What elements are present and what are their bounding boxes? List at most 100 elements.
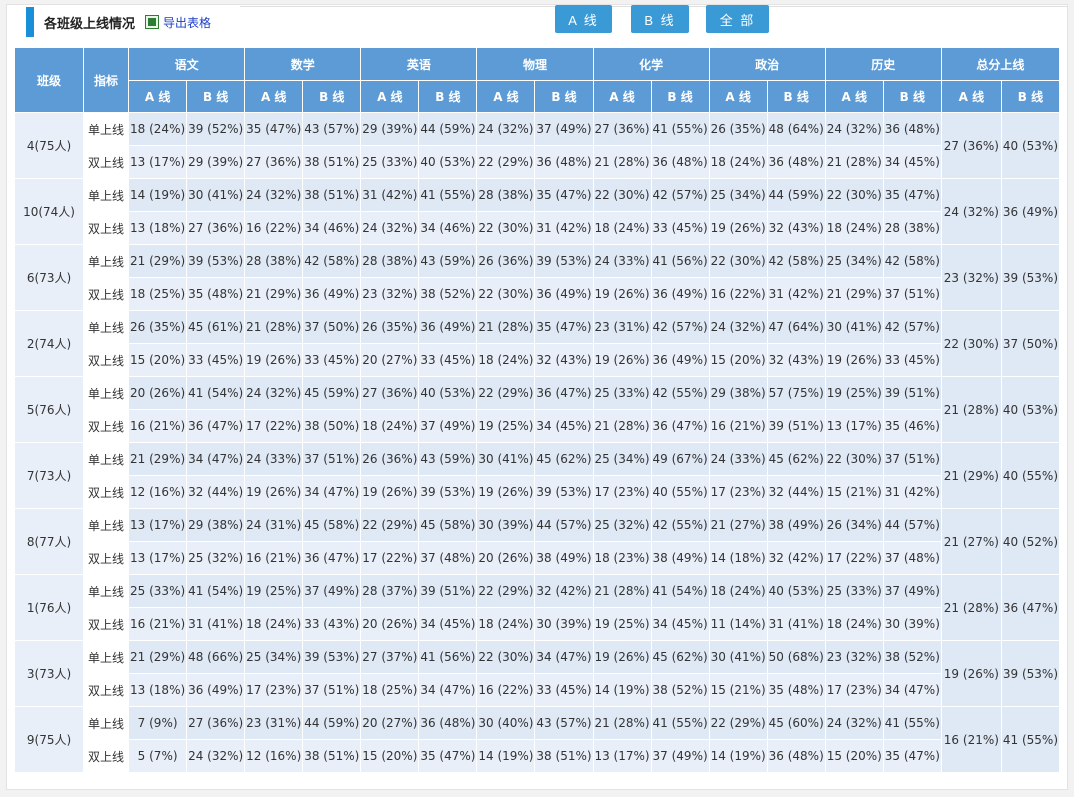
data-cell: 25 (33%) xyxy=(592,376,652,410)
data-cell: 22 (29%) xyxy=(476,376,536,410)
data-cell: 38 (51%) xyxy=(302,178,362,212)
data-cell: 30 (41%) xyxy=(186,178,246,212)
data-cell: 38 (52%) xyxy=(650,673,710,707)
b-line-button[interactable]: B 线 xyxy=(631,5,689,33)
data-cell: 24 (32%) xyxy=(708,310,768,344)
indicator-single: 单上线 xyxy=(83,244,130,278)
header-subject: 历史 xyxy=(824,47,942,81)
class-name-cell: 2(74人) xyxy=(13,310,85,377)
all-button[interactable]: 全 部 xyxy=(706,5,769,33)
table-row-double: 双上线 5 (7%) 24 (32%) 12 (16%) 38 (51%) 15 (20%… xyxy=(15,739,1060,773)
data-cell: 34 (46%) xyxy=(302,211,362,245)
indicator-single: 单上线 xyxy=(83,376,130,410)
total-a-cell: 19 (26%) xyxy=(940,640,1002,707)
data-cell: 27 (36%) xyxy=(360,376,420,410)
class-name-cell: 6(73人) xyxy=(13,244,85,311)
data-cell: 42 (55%) xyxy=(650,508,710,542)
data-cell: 14 (19%) xyxy=(592,673,652,707)
data-cell: 21 (28%) xyxy=(476,310,536,344)
data-cell: 35 (47%) xyxy=(882,178,942,212)
data-cell: 39 (53%) xyxy=(302,640,362,674)
table-row-double: 双上线 18 (25%) 35 (48%) 21 (29%) 36 (49%) 23 (3… xyxy=(15,277,1060,311)
data-cell: 22 (30%) xyxy=(824,442,884,476)
data-cell: 14 (19%) xyxy=(708,739,768,773)
data-cell: 38 (49%) xyxy=(766,508,826,542)
data-cell: 17 (23%) xyxy=(592,475,652,509)
data-cell: 35 (47%) xyxy=(882,739,942,773)
header-subject: 数学 xyxy=(244,47,362,81)
data-cell: 40 (55%) xyxy=(650,475,710,509)
data-cell: 16 (21%) xyxy=(708,409,768,443)
table-row-single: 4(75人) 单上线 18 (24%) 39 (52%) 35 (47%) 43 (57%… xyxy=(13,112,1061,179)
data-cell: 39 (53%) xyxy=(534,244,594,278)
table-row-double: 双上线 13 (17%) 29 (39%) 27 (36%) 38 (51%) 25 (3… xyxy=(15,145,1060,179)
table-row-double: 双上线 15 (20%) 33 (45%) 19 (26%) 33 (45%) 20 (2… xyxy=(15,343,1060,377)
data-cell: 24 (33%) xyxy=(592,244,652,278)
data-cell: 19 (25%) xyxy=(476,409,536,443)
data-cell: 13 (18%) xyxy=(128,673,188,707)
header-subject: 英语 xyxy=(360,47,478,81)
header-subject: 政治 xyxy=(708,47,826,81)
data-cell: 21 (29%) xyxy=(128,640,188,674)
data-cell: 45 (58%) xyxy=(302,508,362,542)
table-row-single: 10(74人) 单上线 14 (19%) 30 (41%) 24 (32%) 38 (51… xyxy=(13,178,1061,245)
total-b-cell: 40 (52%) xyxy=(1000,508,1061,575)
data-cell: 38 (50%) xyxy=(302,409,362,443)
indicator-double: 双上线 xyxy=(83,277,130,311)
header-class: 班级 xyxy=(13,47,85,113)
header-b-line: B 线 xyxy=(882,80,942,113)
data-cell: 18 (24%) xyxy=(708,145,768,179)
data-cell: 38 (49%) xyxy=(650,541,710,575)
data-cell: 16 (21%) xyxy=(128,607,188,641)
a-line-button[interactable]: A 线 xyxy=(555,5,612,33)
data-cell: 24 (32%) xyxy=(476,112,536,146)
data-cell: 40 (53%) xyxy=(418,376,478,410)
data-cell: 14 (19%) xyxy=(476,739,536,773)
data-cell: 19 (25%) xyxy=(244,574,304,608)
excel-icon[interactable] xyxy=(145,15,160,29)
data-cell: 19 (26%) xyxy=(360,475,420,509)
total-a-cell: 21 (28%) xyxy=(940,376,1002,443)
data-cell: 31 (42%) xyxy=(534,211,594,245)
data-cell: 30 (40%) xyxy=(476,706,536,740)
data-cell: 20 (27%) xyxy=(360,343,420,377)
data-cell: 39 (51%) xyxy=(882,376,942,410)
data-cell: 21 (28%) xyxy=(592,706,652,740)
data-cell: 26 (35%) xyxy=(128,310,188,344)
data-cell: 27 (36%) xyxy=(186,211,246,245)
header-b-line: B 线 xyxy=(418,80,478,113)
data-cell: 38 (52%) xyxy=(418,277,478,311)
export-table-link[interactable]: 导出表格 xyxy=(163,15,212,30)
class-name-cell: 1(76人) xyxy=(13,574,85,641)
data-cell: 26 (35%) xyxy=(360,310,420,344)
data-cell: 34 (45%) xyxy=(882,145,942,179)
header-b-line: B 线 xyxy=(302,80,362,113)
data-cell: 35 (46%) xyxy=(882,409,942,443)
header-a-line: A 线 xyxy=(244,80,304,113)
indicator-single: 单上线 xyxy=(83,112,130,146)
header-a-line: A 线 xyxy=(476,80,536,113)
table-row-double: 双上线 13 (17%) 25 (32%) 16 (21%) 36 (47%) 17 (2… xyxy=(15,541,1060,575)
data-cell: 22 (30%) xyxy=(592,178,652,212)
total-a-cell: 22 (30%) xyxy=(940,310,1002,377)
data-cell: 29 (38%) xyxy=(186,508,246,542)
data-cell: 18 (25%) xyxy=(360,673,420,707)
data-cell: 33 (45%) xyxy=(650,211,710,245)
data-cell: 18 (24%) xyxy=(476,343,536,377)
data-cell: 29 (39%) xyxy=(360,112,420,146)
data-cell: 17 (23%) xyxy=(708,475,768,509)
indicator-double: 双上线 xyxy=(83,211,130,245)
title-accent-bar xyxy=(26,7,34,37)
data-cell: 39 (53%) xyxy=(186,244,246,278)
total-b-cell: 40 (53%) xyxy=(1000,112,1061,179)
data-cell: 42 (55%) xyxy=(650,376,710,410)
data-cell: 36 (47%) xyxy=(186,409,246,443)
header-a-line: A 线 xyxy=(128,80,188,113)
total-a-cell: 24 (32%) xyxy=(940,178,1002,245)
indicator-double: 双上线 xyxy=(83,673,130,707)
data-cell: 14 (18%) xyxy=(708,541,768,575)
data-cell: 37 (49%) xyxy=(534,112,594,146)
data-cell: 16 (22%) xyxy=(476,673,536,707)
data-cell: 19 (26%) xyxy=(244,343,304,377)
total-a-cell: 27 (36%) xyxy=(940,112,1002,179)
